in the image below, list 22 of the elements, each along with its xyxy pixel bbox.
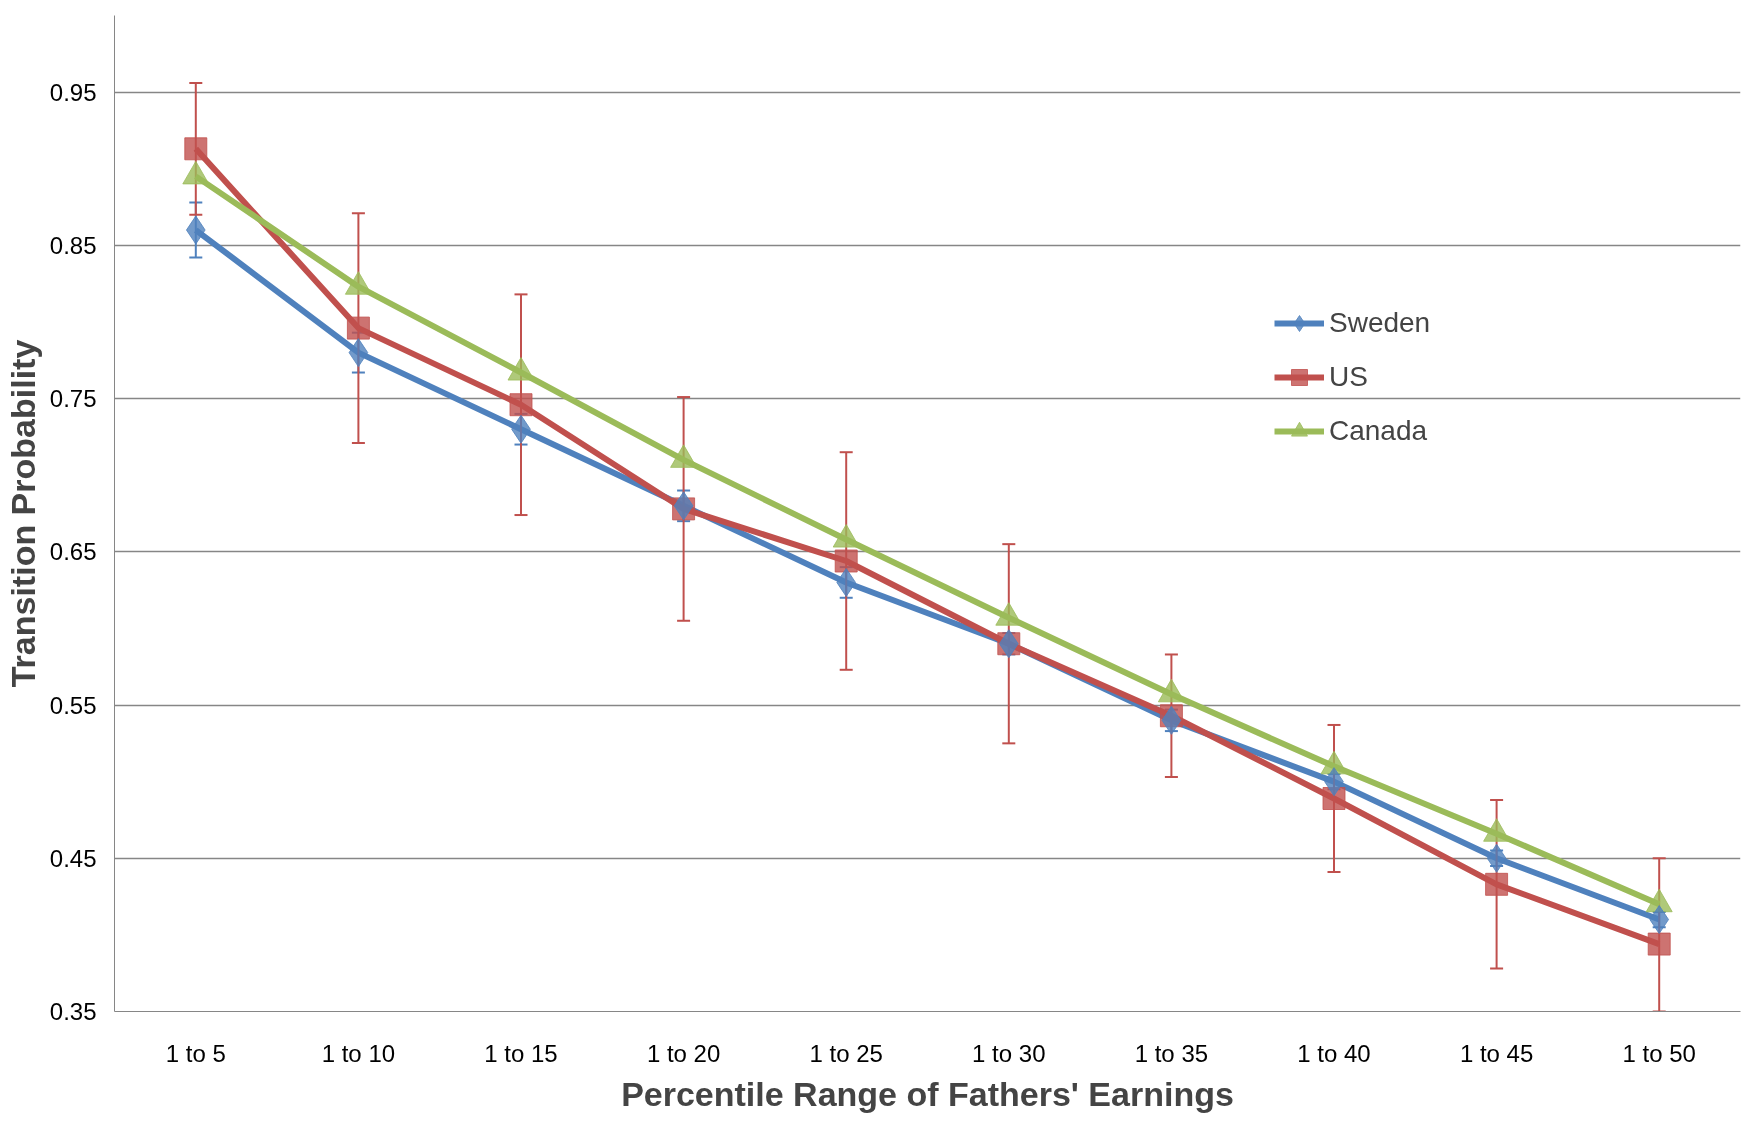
legend-label: US bbox=[1329, 361, 1368, 393]
y-tick-label: 0.55 bbox=[49, 691, 97, 719]
y-axis-title: Transition Probability bbox=[3, 339, 42, 688]
x-tick-label: 1 to 40 bbox=[1297, 1039, 1371, 1067]
legend-label: Canada bbox=[1329, 415, 1428, 447]
y-tick-label: 0.75 bbox=[49, 385, 97, 413]
y-tick-label: 0.65 bbox=[49, 538, 97, 566]
x-tick-label: 1 to 20 bbox=[646, 1039, 721, 1067]
x-tick-label: 1 to 10 bbox=[321, 1039, 396, 1067]
x-tick-label: 1 to 30 bbox=[972, 1039, 1046, 1067]
y-tick-label: 0.95 bbox=[49, 78, 97, 106]
y-tick-label: 0.85 bbox=[49, 231, 97, 259]
y-tick-label: 0.35 bbox=[49, 998, 97, 1025]
x-tick-label: 1 to 35 bbox=[1134, 1039, 1209, 1067]
legend-label: Sweden bbox=[1329, 307, 1431, 339]
y-tick-label: 0.45 bbox=[49, 844, 97, 872]
x-tick-label: 1 to 50 bbox=[1622, 1039, 1696, 1067]
x-tick-label: 1 to 15 bbox=[484, 1039, 558, 1067]
x-axis-title: Percentile Range of Fathers' Earnings bbox=[621, 1074, 1234, 1113]
x-tick-label: 1 to 25 bbox=[809, 1039, 883, 1067]
x-tick-label: 1 to 5 bbox=[165, 1039, 226, 1067]
x-tick-label: 1 to 45 bbox=[1459, 1039, 1534, 1067]
